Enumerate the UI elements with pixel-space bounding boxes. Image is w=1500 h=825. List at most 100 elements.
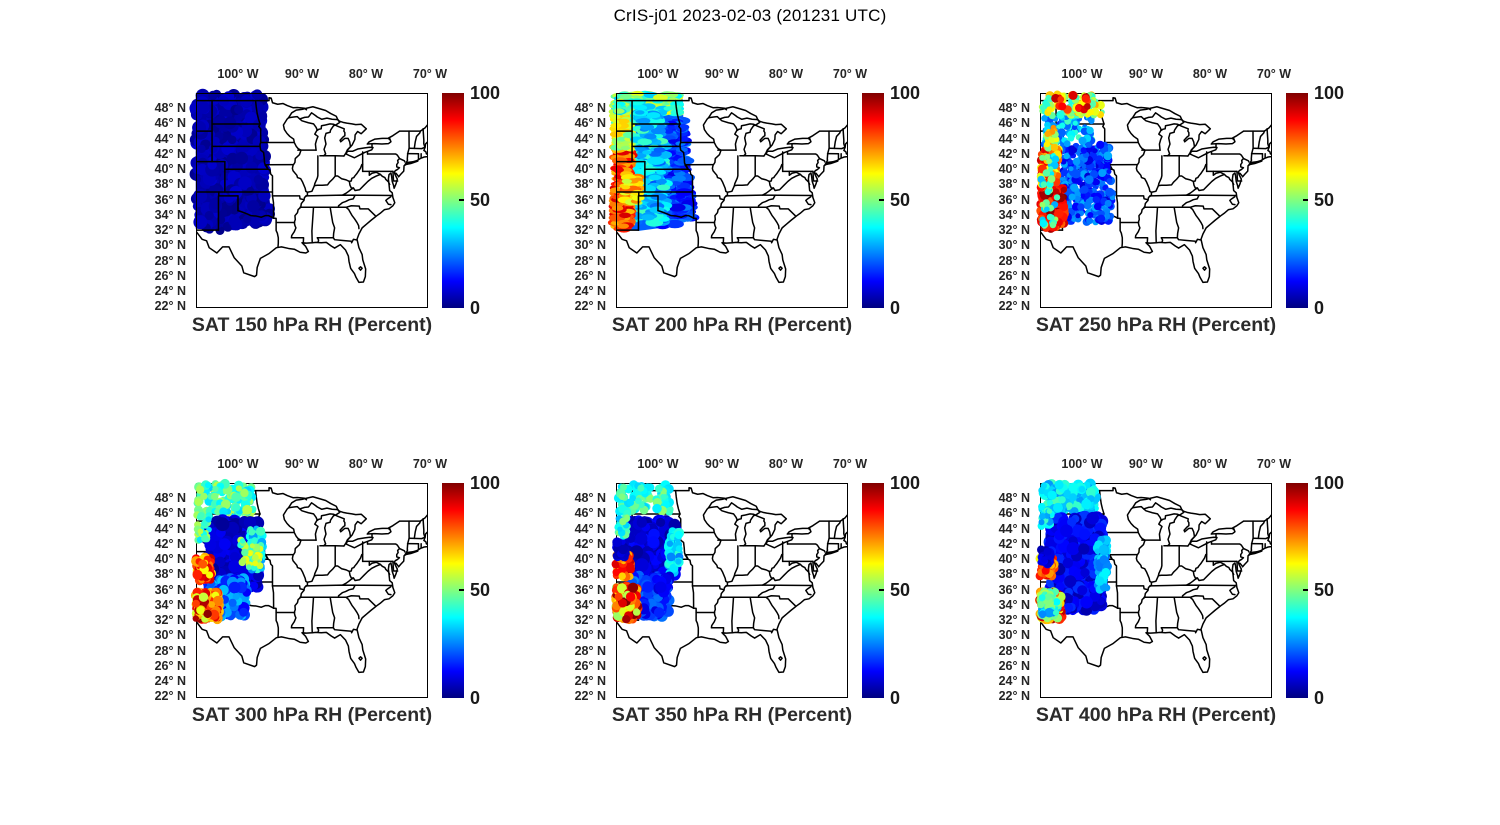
lat-tick-label: 38° N (154, 567, 186, 582)
lat-tick-label: 38° N (154, 177, 186, 192)
lat-tick-label: 44° N (998, 131, 1030, 146)
map-sat-300-hpa (190, 478, 428, 698)
lat-tick-label: 30° N (998, 628, 1030, 643)
map-sat-250-hpa (1036, 90, 1272, 308)
lon-tick-label: 100° W (217, 457, 259, 471)
lat-tick-label: 32° N (574, 223, 606, 238)
lat-tick-label: 24° N (998, 284, 1030, 299)
lat-tick-label: 26° N (154, 268, 186, 283)
lon-tick-label: 70° W (1256, 457, 1292, 471)
lon-tick-label: 80° W (1192, 67, 1228, 81)
colorbar-tick-mark (459, 589, 464, 591)
colorbar-label-50: 50 (1314, 190, 1335, 210)
lon-tick-label: 100° W (217, 67, 259, 81)
lat-tick-label: 28° N (998, 253, 1030, 268)
lat-tick-label: 42° N (998, 536, 1030, 551)
panel-sat-350-hpa: 100 50 0 SAT 350 hPa RH (Percent) 100° W… (556, 445, 936, 747)
panel-title-400-hpa: SAT 400 hPa RH (Percent) (1035, 704, 1277, 726)
lat-tick-label: 46° N (998, 116, 1030, 131)
map-sat-150-hpa (189, 88, 428, 308)
panel-sat-300-hpa: 100 50 0 SAT 300 hPa RH (Percent) 100° W… (136, 445, 516, 747)
map-sat-400-hpa (1035, 478, 1272, 698)
colorbar-tick-mark (459, 199, 464, 201)
lat-tick-label: 46° N (574, 506, 606, 521)
colorbar-label-100: 100 (890, 473, 921, 493)
lat-tick-label: 36° N (574, 582, 606, 597)
lat-tick-label: 40° N (154, 552, 186, 567)
panel-sat-200-hpa: 100 50 0 SAT 200 hPa RH (Percent) 100° W… (556, 55, 936, 357)
lat-tick-label: 36° N (154, 582, 186, 597)
lat-tick-label: 30° N (574, 628, 606, 643)
lat-tick-label: 24° N (574, 284, 606, 299)
panel-title-350-hpa: SAT 350 hPa RH (Percent) (611, 704, 853, 726)
lat-tick-label: 36° N (998, 192, 1030, 207)
lon-tick-label: 70° W (412, 67, 448, 81)
lat-tick-label: 34° N (574, 207, 606, 222)
colorbar-label-100: 100 (470, 473, 501, 493)
lat-tick-label: 30° N (998, 238, 1030, 253)
lon-tick-label: 90° W (284, 67, 320, 81)
lat-tick-label: 36° N (154, 192, 186, 207)
colorbar-label-0: 0 (1314, 298, 1325, 318)
lat-tick-label: 28° N (574, 253, 606, 268)
lat-tick-label: 32° N (998, 223, 1030, 238)
lat-tick-label: 48° N (998, 101, 1030, 116)
lat-tick-label: 44° N (154, 131, 186, 146)
lon-tick-label: 80° W (348, 67, 384, 81)
lat-tick-label: 34° N (154, 207, 186, 222)
lon-tick-label: 100° W (1061, 457, 1103, 471)
figure-title: CrIS-j01 2023-02-03 (201231 UTC) (613, 6, 887, 25)
lat-tick-label: 26° N (998, 268, 1030, 283)
lat-tick-label: 42° N (154, 536, 186, 551)
panel-sat-400-hpa: 100 50 0 SAT 400 hPa RH (Percent) 100° W… (980, 445, 1360, 747)
lat-tick-label: 30° N (154, 238, 186, 253)
lat-tick-label: 46° N (998, 506, 1030, 521)
colorbar-tick-mark (879, 589, 884, 591)
lat-tick-label: 34° N (574, 597, 606, 612)
lat-tick-label: 40° N (154, 162, 186, 177)
lat-tick-label: 26° N (574, 268, 606, 283)
lat-tick-label: 38° N (574, 567, 606, 582)
colorbar (442, 93, 464, 308)
colorbar-label-0: 0 (890, 298, 901, 318)
panel-sat-250-hpa: 100 50 0 SAT 250 hPa RH (Percent) 100° W… (980, 55, 1360, 357)
lat-tick-label: 36° N (574, 192, 606, 207)
lat-tick-label: 38° N (998, 567, 1030, 582)
lon-tick-label: 70° W (412, 457, 448, 471)
lat-tick-label: 26° N (574, 658, 606, 673)
lat-tick-label: 38° N (998, 177, 1030, 192)
lat-tick-label: 24° N (154, 674, 186, 689)
lat-tick-label: 34° N (998, 207, 1030, 222)
lon-tick-label: 90° W (704, 457, 740, 471)
lon-tick-label: 70° W (832, 457, 868, 471)
colorbar-tick-mark (1303, 589, 1308, 591)
lat-tick-label: 28° N (574, 643, 606, 658)
lon-tick-label: 80° W (1192, 457, 1228, 471)
colorbar-label-0: 0 (1314, 688, 1325, 708)
colorbar-label-50: 50 (470, 580, 491, 600)
lat-tick-label: 42° N (998, 146, 1030, 161)
lat-tick-label: 44° N (574, 521, 606, 536)
panel-title-200-hpa: SAT 200 hPa RH (Percent) (611, 314, 853, 336)
colorbar-label-50: 50 (1314, 580, 1335, 600)
colorbar-label-0: 0 (890, 688, 901, 708)
lat-tick-label: 28° N (998, 643, 1030, 658)
lat-tick-label: 28° N (154, 643, 186, 658)
lon-tick-label: 80° W (348, 457, 384, 471)
colorbar-label-100: 100 (470, 83, 501, 103)
colorbar (442, 483, 464, 698)
lon-tick-label: 90° W (284, 457, 320, 471)
lat-tick-label: 46° N (154, 116, 186, 131)
colorbar (862, 483, 884, 698)
lat-tick-label: 22° N (998, 689, 1030, 704)
lat-tick-label: 32° N (154, 223, 186, 238)
lat-tick-label: 22° N (574, 299, 606, 314)
colorbar-label-100: 100 (1314, 473, 1345, 493)
lat-tick-label: 40° N (998, 552, 1030, 567)
lon-tick-label: 90° W (704, 67, 740, 81)
colorbar-label-100: 100 (1314, 83, 1345, 103)
lon-tick-label: 100° W (637, 457, 679, 471)
colorbar-tick-mark (879, 199, 884, 201)
colorbar-label-0: 0 (470, 298, 481, 318)
